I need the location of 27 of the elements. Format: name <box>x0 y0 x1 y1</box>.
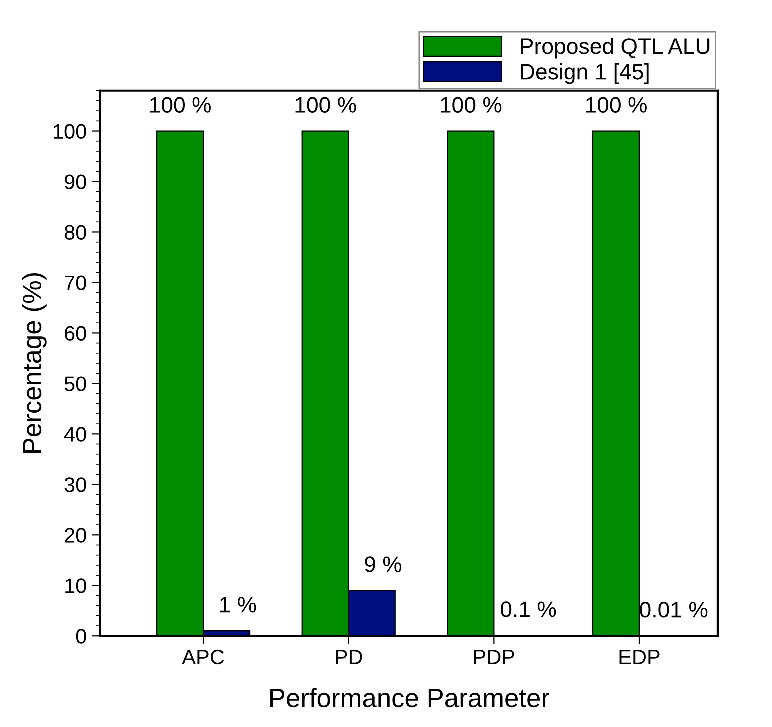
data-label: 0.01 % <box>640 602 708 618</box>
x-tick-label: EDP <box>620 650 660 664</box>
y-tick-label: 30 <box>64 478 86 492</box>
y-tick-label: 100 <box>54 124 86 140</box>
y-tick-label: 60 <box>65 326 86 341</box>
y-tick-label: 80 <box>64 225 86 240</box>
y-tick-label: 10 <box>66 578 86 594</box>
x-tick-label: APC <box>182 650 224 665</box>
legend-label: Design 1 [45] <box>521 63 649 84</box>
y-tick-label: 20 <box>65 528 86 543</box>
legend-label: Proposed QTL ALU <box>521 38 710 59</box>
x-tick-label: PDP <box>474 650 514 664</box>
data-label: 100 % <box>296 97 356 113</box>
x-tick-label: PD <box>336 650 362 664</box>
y-tick-label: 70 <box>65 276 86 290</box>
y-axis-title: Percentage (%) <box>22 273 47 453</box>
y-tick-label: 90 <box>64 174 86 190</box>
data-label: 100 % <box>150 97 211 113</box>
data-label: 100 % <box>586 97 647 113</box>
data-label: 9 % <box>365 556 402 572</box>
data-label: 0.1 % <box>500 602 556 618</box>
x-axis-title: Performance Parameter <box>270 688 550 708</box>
data-label: 100 % <box>441 97 502 113</box>
data-label: 1 % <box>220 597 256 613</box>
y-tick-label: 40 <box>64 427 86 442</box>
y-tick-label: 50 <box>64 376 86 392</box>
y-tick-label: 0 <box>76 629 86 644</box>
